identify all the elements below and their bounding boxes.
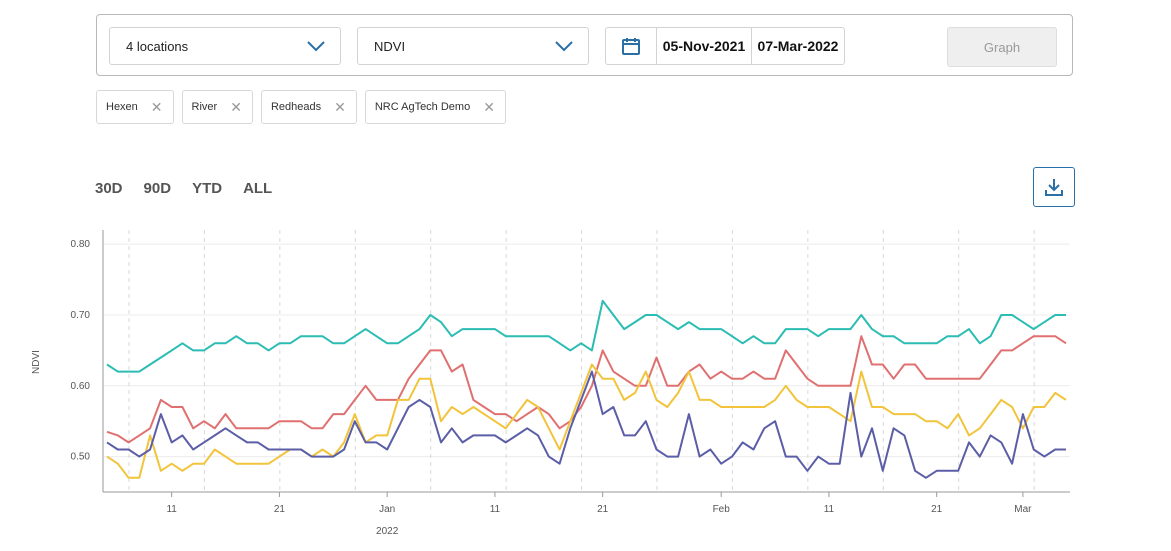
location-chip: NRC AgTech Demo ✕	[364, 90, 506, 124]
location-chip: Redheads ✕	[260, 90, 357, 124]
chevron-down-icon	[555, 41, 573, 52]
metric-dropdown-label: NDVI	[374, 39, 406, 54]
x-tick-label: Feb	[713, 504, 731, 515]
series-line-teal	[106, 299, 1066, 373]
calendar-icon	[622, 38, 640, 55]
y-tick-label: 0.50	[71, 452, 91, 463]
chart-grid	[103, 230, 1070, 492]
range-90d-button[interactable]: 90D	[143, 180, 172, 197]
date-range-picker: 05-Nov-2021 07-Mar-2022	[605, 27, 845, 65]
x-tick-label: 11	[824, 504, 835, 515]
start-date-field[interactable]: 05-Nov-2021	[657, 28, 752, 64]
range-selector: 30D 90D YTD ALL	[95, 180, 272, 197]
close-icon[interactable]: ✕	[483, 98, 495, 115]
chevron-down-icon	[307, 41, 325, 52]
x-tick-label: Mar	[1014, 504, 1032, 515]
locations-dropdown-label: 4 locations	[126, 39, 189, 54]
series-line-red	[106, 335, 1067, 444]
series-line-yellow	[106, 363, 1067, 479]
chip-label: River	[191, 101, 218, 113]
x-tick-label: 21	[931, 504, 943, 515]
x-tick-sublabel: 2022	[376, 526, 399, 537]
y-axis-label: NDVI	[31, 350, 42, 374]
chart-axes: 0.80 0.70 0.60 0.50 11 21 Jan 2022 11 21 Feb 11 21 Ma…	[71, 230, 1070, 537]
x-tick-label: 21	[274, 504, 286, 515]
locations-dropdown[interactable]: 4 locations	[109, 27, 341, 65]
chip-label: NRC AgTech Demo	[374, 101, 471, 113]
download-button[interactable]	[1033, 167, 1075, 207]
calendar-button[interactable]	[606, 28, 657, 64]
close-icon[interactable]: ✕	[230, 98, 242, 115]
chip-label: Hexen	[106, 101, 138, 113]
location-chips: Hexen ✕ River ✕ Redheads ✕ NRC AgTech Demo ✕	[96, 90, 506, 124]
range-30d-button[interactable]: 30D	[95, 180, 123, 197]
x-tick-label: 11	[490, 504, 501, 515]
y-tick-label: 0.60	[71, 381, 91, 392]
chart-series	[106, 299, 1067, 479]
metric-dropdown[interactable]: NDVI	[357, 27, 589, 65]
series-line-purple	[106, 370, 1066, 479]
range-all-button[interactable]: ALL	[243, 180, 273, 197]
location-chip: River ✕	[181, 90, 253, 124]
graph-button[interactable]: Graph	[947, 27, 1057, 67]
end-date-field[interactable]: 07-Mar-2022	[757, 38, 839, 54]
location-chip: Hexen ✕	[96, 90, 174, 124]
close-icon[interactable]: ✕	[334, 98, 346, 115]
download-icon	[1045, 179, 1063, 196]
x-tick-label: 11	[166, 504, 177, 515]
x-tick-label: 21	[597, 504, 609, 515]
range-ytd-button[interactable]: YTD	[192, 180, 223, 197]
y-tick-label: 0.70	[71, 310, 91, 321]
filter-toolbar: 4 locations NDVI 05-Nov-2021 07-Mar-2022…	[96, 14, 1073, 76]
x-tick-label: Jan	[379, 504, 395, 515]
close-icon[interactable]: ✕	[150, 98, 163, 115]
chip-label: Redheads	[270, 101, 322, 113]
y-tick-label: 0.80	[71, 239, 91, 250]
